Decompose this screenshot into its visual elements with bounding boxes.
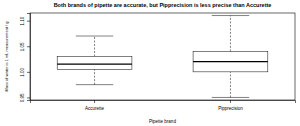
y-tick-mark xyxy=(27,46,30,47)
max-cap xyxy=(76,36,113,37)
plot-frame xyxy=(30,13,295,100)
y-tick: 1.05 xyxy=(20,42,30,51)
x-axis-line xyxy=(31,101,296,104)
y-tick-mark xyxy=(27,72,30,73)
y-tick: 0.95 xyxy=(20,93,30,102)
y-tick-mark xyxy=(27,97,30,98)
y-tick-mark xyxy=(27,21,30,22)
x-tick-label: Accurette xyxy=(85,106,105,111)
box xyxy=(193,51,268,71)
x-tick: Accurette xyxy=(85,100,105,111)
box-plot xyxy=(57,36,132,85)
max-cap xyxy=(212,15,249,16)
lower-whisker xyxy=(230,72,231,98)
y-tick: 1.00 xyxy=(20,67,30,76)
x-tick: Pipprecision xyxy=(218,100,243,111)
plot: 0.95 1.00 1.05 1.10 Accurette Pipprecision xyxy=(20,13,296,111)
upper-whisker xyxy=(94,36,95,56)
upper-whisker xyxy=(230,16,231,52)
median xyxy=(193,61,268,62)
y-tick: 1.10 xyxy=(20,16,30,25)
min-cap xyxy=(212,97,249,98)
y-axis: 0.95 1.00 1.05 1.10 xyxy=(20,14,31,103)
title: Both brands of pipette are accurate, but… xyxy=(54,2,272,8)
y-tick-label: 0.95 xyxy=(20,93,25,102)
x-tick-mark xyxy=(230,100,231,103)
lower-whisker xyxy=(94,69,95,84)
x-axis-title: Pipette brand xyxy=(149,119,176,124)
min-cap xyxy=(76,84,113,85)
boxes xyxy=(57,16,268,98)
y-tick-label: 1.10 xyxy=(20,16,25,25)
median xyxy=(57,64,132,65)
box-plot xyxy=(193,16,268,98)
x-tick-label: Pipprecision xyxy=(218,106,243,111)
x-tick-mark xyxy=(94,100,95,103)
box xyxy=(57,57,132,70)
y-axis-title: Mass of water in 1 mL measurement / g xyxy=(4,21,9,91)
y-tick-label: 1.00 xyxy=(20,67,25,76)
y-axis-line xyxy=(27,14,31,101)
y-tick-label: 1.05 xyxy=(20,42,25,51)
x-axis: Accurette Pipprecision xyxy=(31,100,296,111)
chart: 0.95 1.00 1.05 1.10 Accurette Pipprecision Bot… xyxy=(0,0,300,126)
